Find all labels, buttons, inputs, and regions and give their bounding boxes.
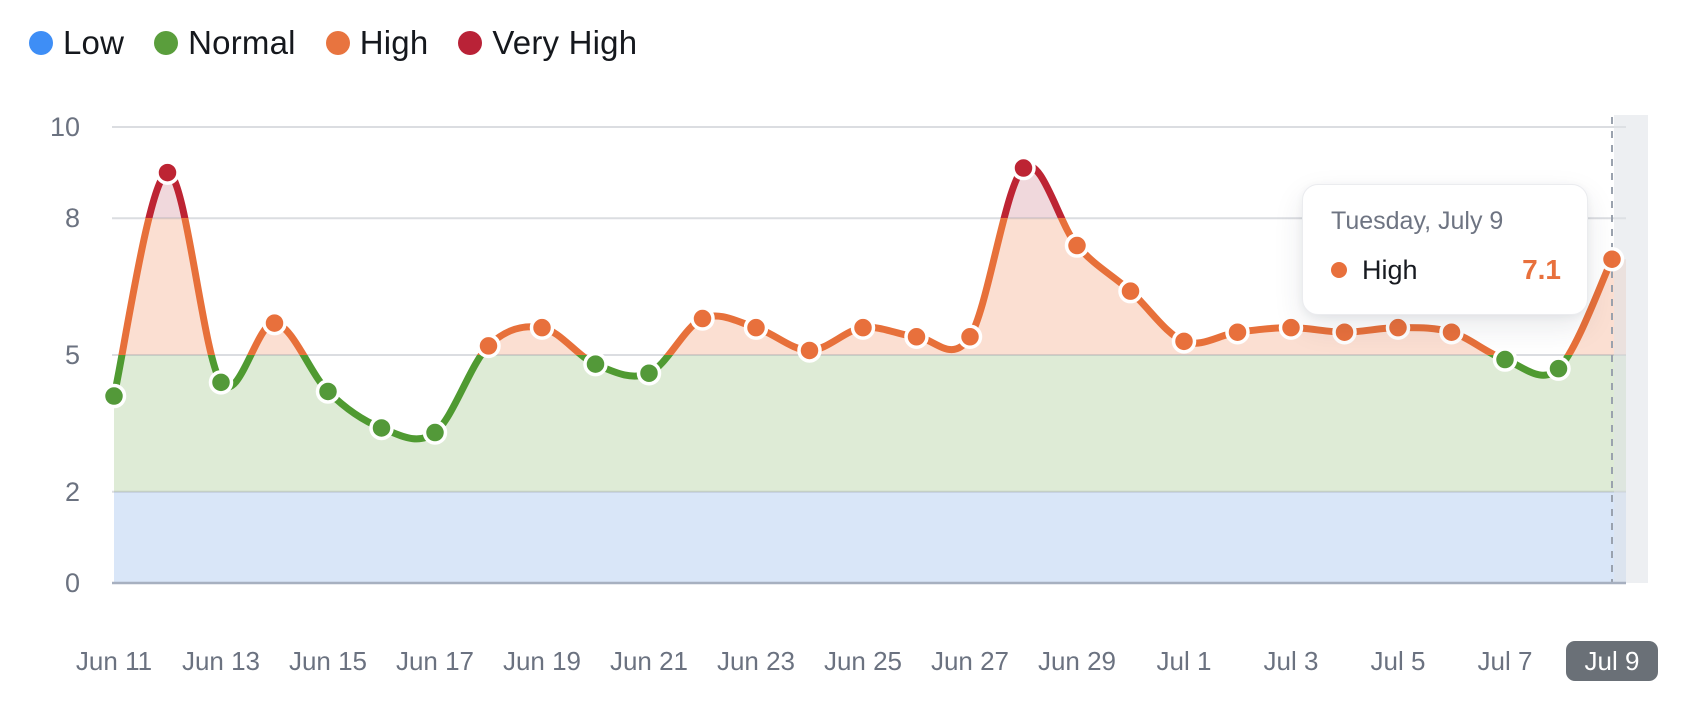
legend-label-high: High [359, 24, 429, 61]
data-point[interactable] [636, 360, 662, 386]
x-tick-label: Jun 25 [823, 646, 903, 676]
x-tick-label: Jul 3 [1263, 646, 1319, 676]
data-point[interactable] [690, 306, 715, 331]
data-point[interactable] [529, 315, 555, 340]
data-point[interactable] [101, 383, 127, 409]
data-point[interactable] [1332, 319, 1357, 345]
data-point[interactable] [904, 324, 929, 350]
selected-day-highlight [1614, 115, 1648, 583]
tooltip-series-row: High 7.1 [1331, 254, 1561, 286]
data-point[interactable] [743, 315, 769, 340]
legend-label-low: Low [63, 24, 125, 61]
x-tick-label: Jun 21 [609, 646, 689, 676]
data-point[interactable] [1546, 356, 1571, 381]
x-tick-label: Jun 11 [75, 646, 153, 676]
legend-swatch-low-icon [29, 31, 53, 55]
data-point[interactable] [1225, 319, 1250, 345]
y-tick-label: 10 [49, 112, 80, 142]
legend-item-very-high[interactable]: Very High [458, 24, 637, 62]
data-point[interactable] [422, 420, 448, 445]
legend-label-normal: Normal [188, 24, 296, 61]
data-point[interactable] [1171, 329, 1197, 354]
x-tick-label: Jun 17 [395, 646, 475, 676]
x-tick-label: Jul 5 [1370, 646, 1426, 676]
data-point[interactable] [1278, 315, 1304, 340]
data-point[interactable] [315, 379, 341, 404]
data-point[interactable] [1599, 246, 1625, 272]
tooltip-series-name: High [1362, 254, 1418, 285]
chart-legend: Low Normal High Very High [29, 24, 637, 62]
x-tick-label: Jun 23 [716, 646, 796, 676]
data-point[interactable] [957, 324, 983, 350]
legend-item-high[interactable]: High [325, 24, 429, 62]
legend-swatch-normal-icon [154, 31, 179, 55]
x-tick-label: Jun 15 [288, 646, 368, 676]
tooltip-date: Tuesday, July 9 [1331, 207, 1504, 235]
data-point[interactable] [369, 415, 394, 441]
y-tick-label: 2 [64, 476, 80, 507]
data-point[interactable] [208, 370, 234, 395]
band-area-fill [114, 165, 1626, 583]
data-point[interactable] [797, 338, 822, 363]
data-point[interactable] [850, 315, 876, 340]
legend-swatch-very-high-icon [458, 31, 483, 55]
data-point[interactable] [262, 310, 287, 336]
x-tick-label: Jul 7 [1477, 646, 1533, 676]
x-tick-selected-badge[interactable]: Jul 9 [1566, 641, 1658, 681]
x-tick-label: Jun 13 [181, 646, 261, 676]
y-tick-label: 8 [64, 203, 80, 234]
data-point[interactable] [1492, 347, 1518, 372]
legend-swatch-high-icon [325, 31, 350, 55]
data-point[interactable] [155, 160, 180, 185]
tooltip-value: 7.1 [1522, 254, 1561, 285]
legend-item-normal[interactable]: Normal [154, 24, 296, 62]
data-point[interactable] [476, 333, 501, 359]
x-tick-label: Jun 29 [1037, 646, 1117, 676]
chart-tooltip: Tuesday, July 9 High 7.1 [1302, 184, 1588, 315]
legend-label-very-high: Very High [492, 24, 638, 61]
data-point[interactable] [583, 351, 608, 377]
data-point[interactable] [1385, 315, 1411, 340]
y-tick-label: 0 [64, 568, 80, 598]
data-point[interactable] [1439, 319, 1464, 345]
y-tick-label: 5 [64, 340, 80, 370]
x-tick-label: Jun 27 [930, 646, 1010, 676]
x-tick-label: Jun 19 [502, 646, 582, 676]
data-point[interactable] [1064, 233, 1090, 258]
data-point[interactable] [1011, 155, 1036, 181]
data-point[interactable] [1118, 278, 1143, 304]
x-tick-label: Jul 1 [1156, 646, 1212, 676]
legend-item-low[interactable]: Low [29, 24, 124, 62]
tooltip-series-dot-icon [1331, 262, 1347, 278]
